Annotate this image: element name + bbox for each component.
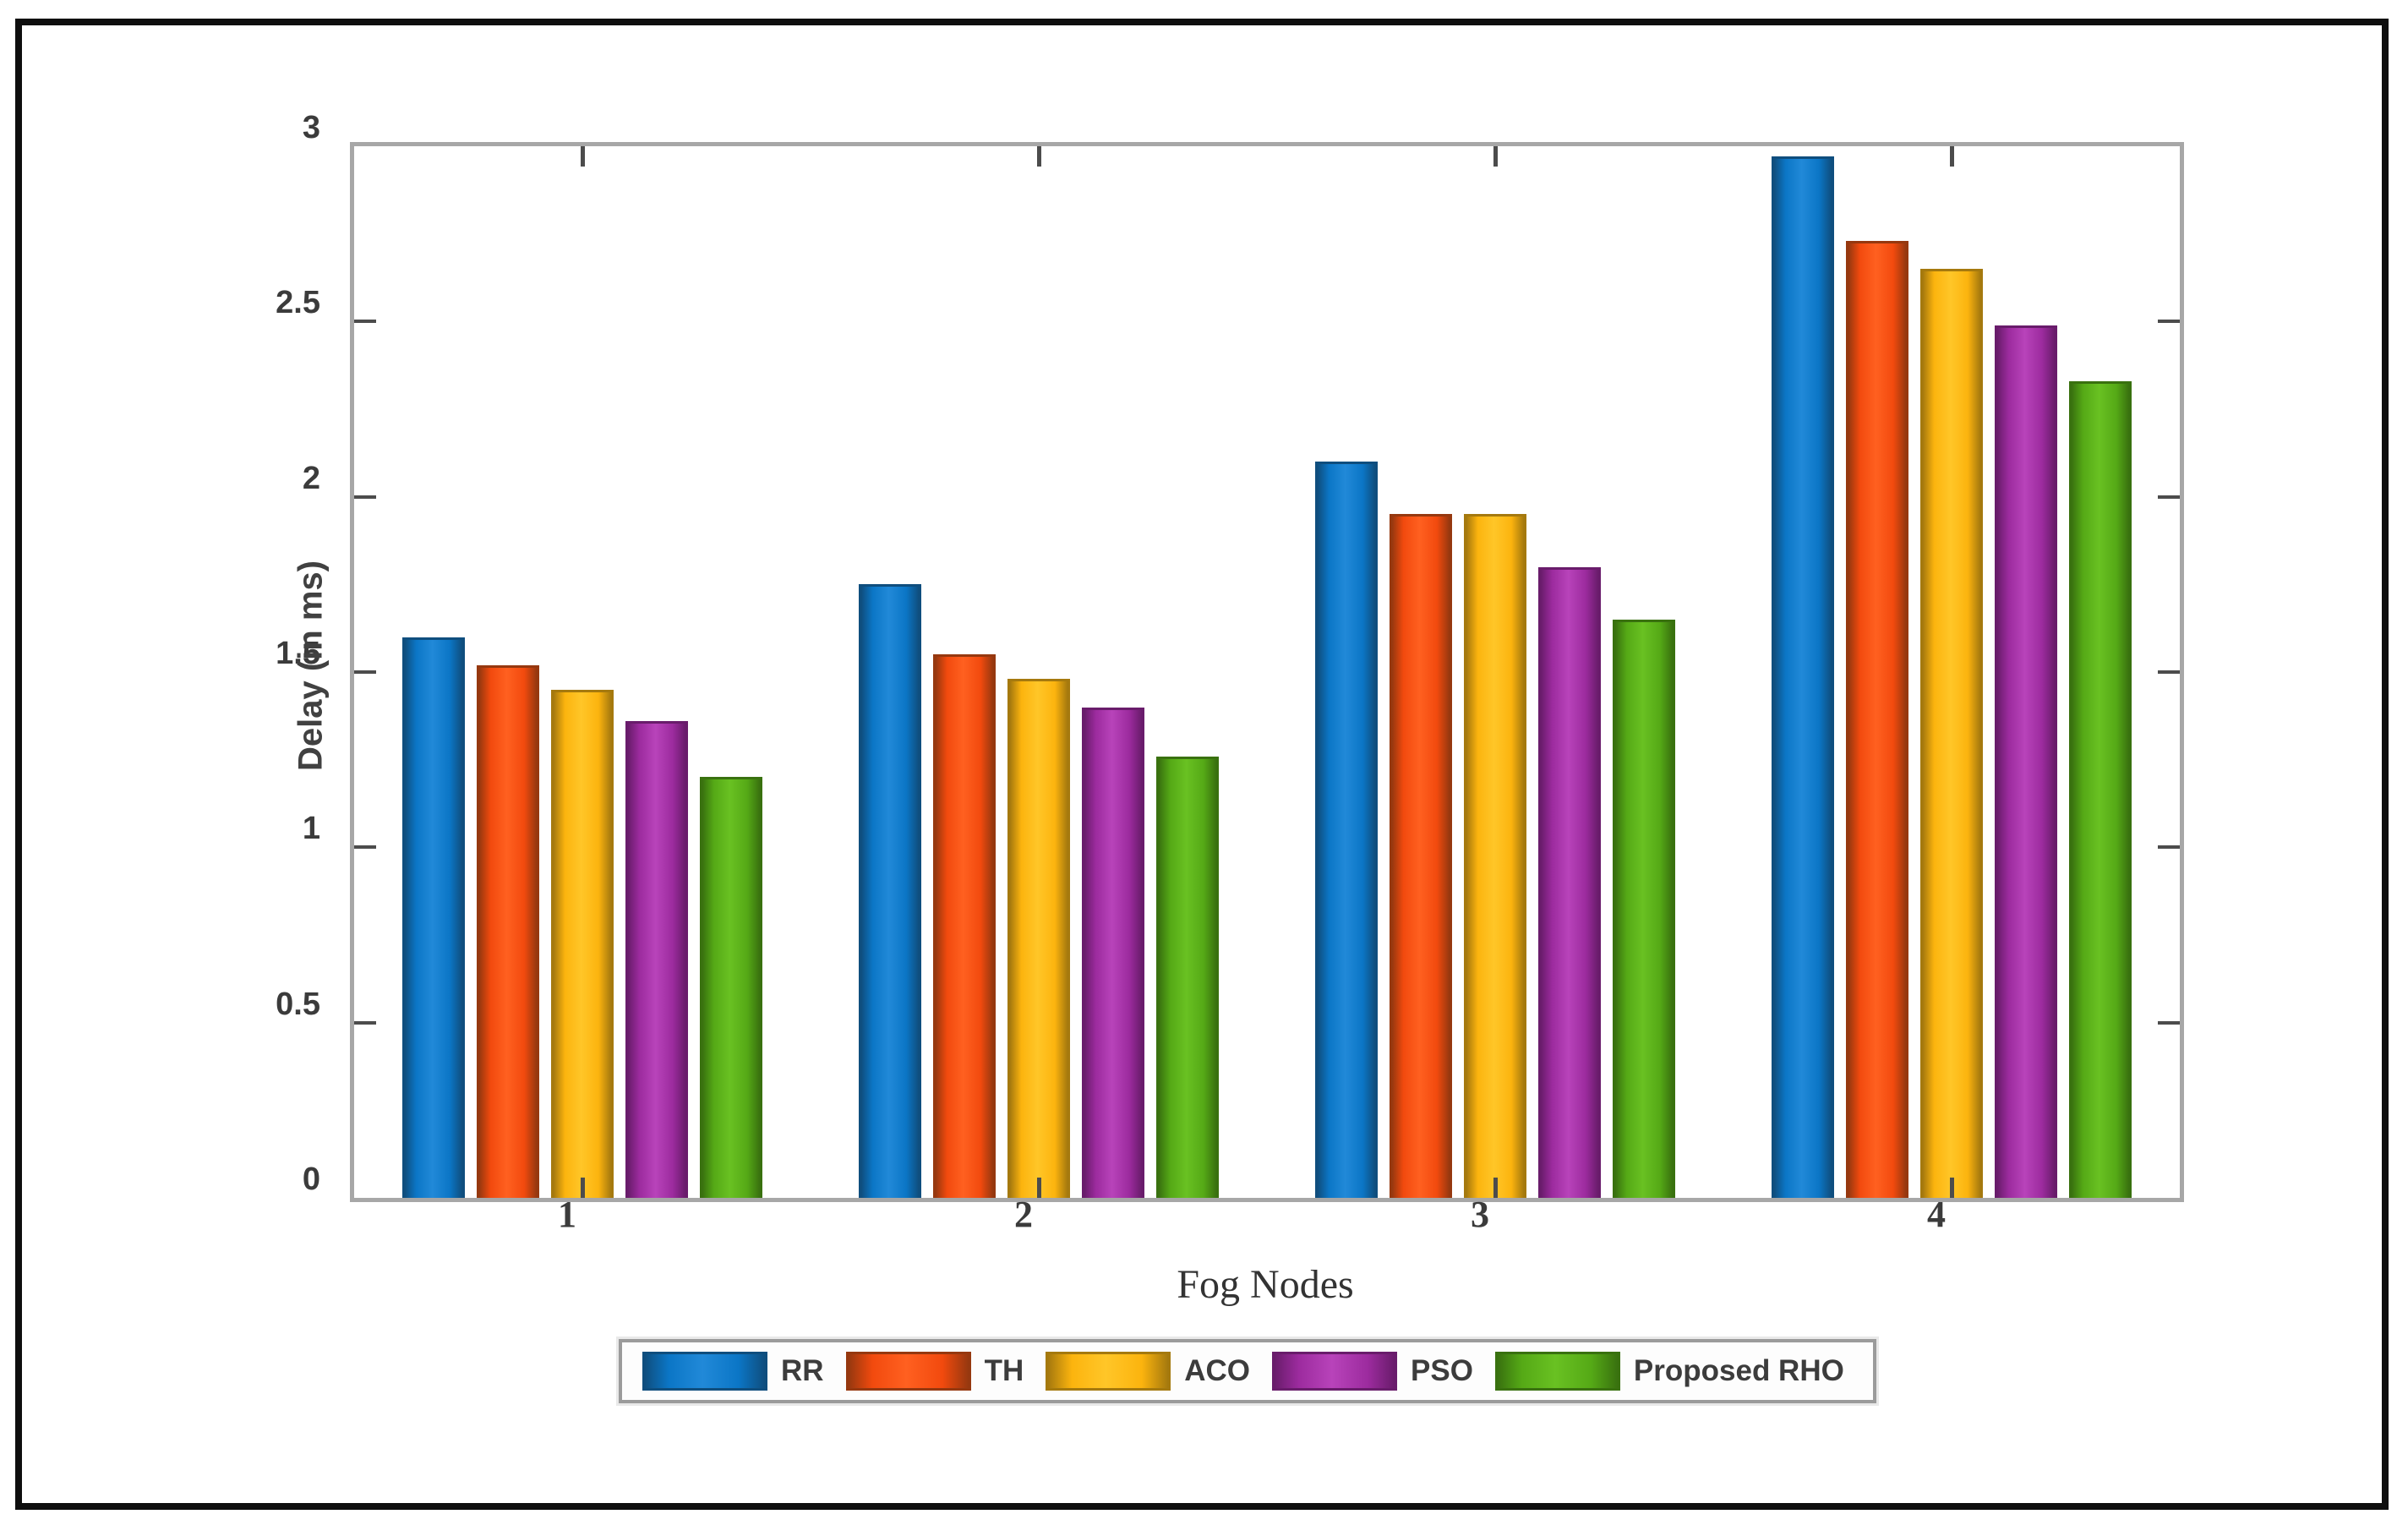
bar-proposed-rho-2	[1156, 756, 1219, 1198]
y-tick-label: 0	[302, 1162, 320, 1197]
legend-item: ACO	[1046, 1352, 1272, 1391]
legend-swatch-pso	[1272, 1352, 1397, 1391]
y-tick	[354, 495, 376, 499]
bar-group-1	[402, 637, 762, 1198]
bar-rr-2	[859, 584, 921, 1198]
x-tick-label: 3	[1471, 1194, 1489, 1235]
legend-item: Proposed RHO	[1494, 1352, 1866, 1391]
x-tick	[1037, 146, 1041, 167]
bar-rr-4	[1772, 156, 1834, 1198]
y-tick	[2158, 1020, 2180, 1025]
y-tick	[354, 320, 376, 324]
legend-label: TH	[984, 1354, 1024, 1387]
x-axis-title: Fog Nodes	[1177, 1262, 1354, 1307]
y-tick-label: 0.5	[276, 986, 320, 1022]
bar-aco-4	[1920, 269, 1983, 1198]
bar-rr-3	[1315, 462, 1378, 1198]
legend-label: PSO	[1411, 1354, 1473, 1387]
bar-group-2	[859, 584, 1219, 1198]
y-tick-label: 1	[302, 811, 320, 847]
y-tick-label: 1.5	[276, 636, 320, 671]
x-tick	[1493, 1178, 1498, 1198]
bar-th-4	[1846, 241, 1908, 1198]
legend-item: TH	[845, 1352, 1046, 1391]
bar-aco-1	[551, 689, 614, 1198]
legend-item: PSO	[1272, 1352, 1495, 1391]
bar-th-2	[933, 654, 996, 1198]
bar-proposed-rho-3	[1613, 619, 1675, 1198]
figure-frame: 0 0.5 1 1.5 2 2.5 3 1 2 3 4 Fog Nodes Delay (in m…	[15, 19, 2389, 1510]
bar-th-1	[477, 664, 539, 1198]
legend-swatch-th	[845, 1352, 971, 1391]
bar-proposed-rho-4	[2069, 380, 2132, 1198]
bar-pso-2	[1082, 707, 1144, 1198]
bar-aco-2	[1007, 679, 1070, 1198]
x-tick	[1037, 1178, 1041, 1198]
legend-swatch-aco	[1046, 1352, 1171, 1391]
y-tick	[2158, 845, 2180, 850]
bar-proposed-rho-1	[700, 777, 762, 1198]
x-tick	[1950, 1178, 1954, 1198]
x-tick	[1950, 146, 1954, 167]
y-tick	[2158, 670, 2180, 674]
x-tick	[581, 146, 585, 167]
x-tick	[1493, 146, 1498, 167]
bar-aco-3	[1464, 514, 1526, 1198]
y-tick	[2158, 495, 2180, 499]
x-tick	[581, 1178, 585, 1198]
x-tick-label: 2	[1014, 1194, 1033, 1235]
bar-group-4	[1772, 156, 2132, 1198]
y-tick-label: 2	[302, 460, 320, 496]
y-tick-label: 2.5	[276, 285, 320, 321]
x-tick-label: 4	[1927, 1194, 1946, 1235]
legend: RR TH ACO PSO Proposed RHO	[619, 1339, 1876, 1403]
legend-item: RR	[642, 1352, 846, 1391]
legend-swatch-proposed-rho	[1494, 1352, 1620, 1391]
bar-rr-1	[402, 637, 465, 1198]
plot-area	[350, 142, 2184, 1202]
y-axis-title: Delay (in ms)	[292, 560, 330, 771]
y-tick	[2158, 320, 2180, 324]
bar-pso-3	[1538, 566, 1601, 1198]
y-tick-label: 3	[302, 110, 320, 145]
bar-pso-4	[1995, 325, 2057, 1198]
legend-label: Proposed RHO	[1633, 1354, 1844, 1387]
x-tick-label: 1	[558, 1194, 576, 1235]
bar-pso-1	[625, 721, 688, 1198]
bar-th-3	[1390, 514, 1452, 1198]
y-tick	[354, 670, 376, 674]
plot-inner	[354, 146, 2180, 1198]
y-tick	[354, 1020, 376, 1025]
legend-swatch-rr	[642, 1352, 767, 1391]
y-tick	[354, 845, 376, 850]
legend-label: RR	[781, 1354, 824, 1387]
legend-label: ACO	[1184, 1354, 1250, 1387]
bar-group-3	[1315, 462, 1675, 1198]
